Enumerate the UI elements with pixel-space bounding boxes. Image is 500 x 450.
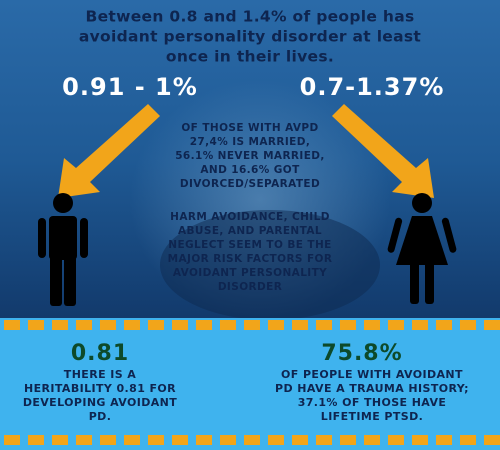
female-icon [387,193,457,304]
text-line: LIFETIME PTSD. [321,410,423,423]
text-line: AND 16.6% GOT [200,164,300,176]
arrow-right [332,104,434,198]
title-line: Between 0.8 and 1.4% of people has [85,8,414,26]
text-line: PD. [89,410,112,423]
heritability: 0.81 THERE IS A HERITABILITY 0.81 FOR DE… [23,341,177,423]
heritability-stat: 0.81 [71,341,129,366]
marriage-text: OF THOSE WITH AVPD 27,4% IS MARRIED, 56.… [175,122,325,190]
text-line: OF PEOPLE WITH AVOIDANT [281,368,463,381]
text-line: DEVELOPING AVOIDANT [23,396,177,409]
bottom-background [0,318,500,450]
text-line: OF THOSE WITH AVPD [181,122,318,134]
title-line: once in their lives. [166,48,334,66]
male-icon [38,193,88,306]
text-line: 37.1% OF THOSE HAVE [298,396,447,409]
left-range: 0.91 - 1% [62,73,198,101]
risk-text: HARM AVOIDANCE, CHILD ABUSE, AND PARENTA… [168,211,333,293]
trauma: 75.8% OF PEOPLE WITH AVOIDANT PD HAVE A … [275,341,469,423]
text-line: THERE IS A [64,368,136,381]
text-line: 27,4% IS MARRIED, [190,136,311,148]
arrow-left [58,104,160,198]
photo-silhouette [160,210,380,320]
text-line: AVOIDANT PERSONALITY [173,267,327,279]
right-range: 0.7-1.37% [300,73,445,101]
trauma-stat: 75.8% [321,341,402,366]
text-line: 56.1% NEVER MARRIED, [175,150,325,162]
text-line: DISORDER [218,281,282,293]
text-line: HERITABILITY 0.81 FOR [24,382,176,395]
text-line: MAJOR RISK FACTORS FOR [168,253,333,265]
text-line: DIVORCED/SEPARATED [180,178,320,190]
text-line: PD HAVE A TRAUMA HISTORY; [275,382,469,395]
arrows [58,104,434,198]
title-line: avoidant personality disorder at least [79,28,422,46]
text-line: ABUSE, AND PARENTAL [178,225,322,237]
text-line: HARM AVOIDANCE, CHILD [170,211,330,223]
text-line: NEGLECT SEEM TO BE THE [168,239,331,251]
title: Between 0.8 and 1.4% of people has avoid… [79,8,422,66]
